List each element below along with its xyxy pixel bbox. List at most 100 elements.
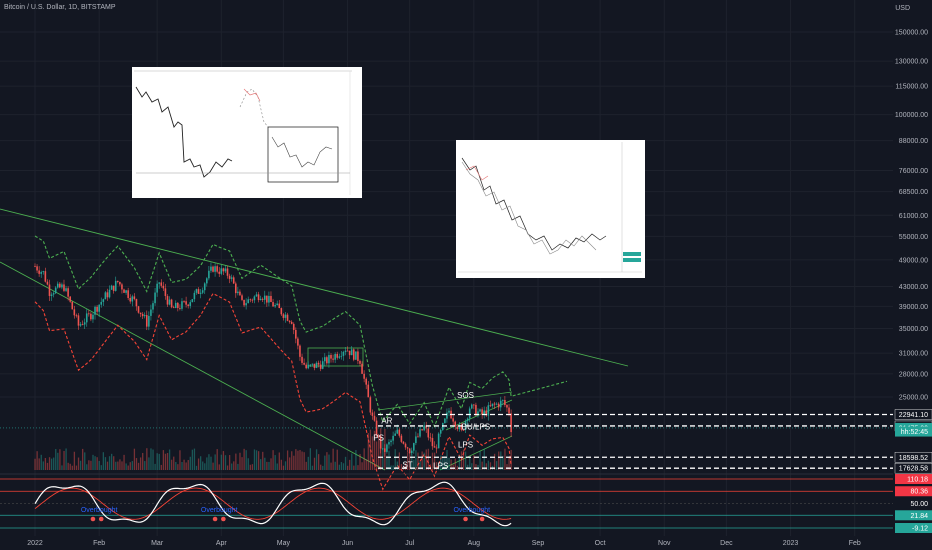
- candle-body: [290, 321, 293, 324]
- volume-bar: [251, 464, 254, 470]
- candle-body: [487, 405, 490, 416]
- candle-body: [193, 292, 196, 300]
- candle-body: [251, 299, 254, 301]
- volume-bar: [65, 448, 67, 470]
- candle-body: [506, 405, 508, 408]
- candle-body: [259, 298, 262, 301]
- volume-bar: [55, 449, 57, 470]
- volume-bar: [400, 464, 403, 470]
- volume-bar: [477, 464, 479, 470]
- x-tick-label: Dec: [720, 540, 733, 547]
- candle-body: [79, 324, 82, 326]
- volume-bar: [299, 449, 301, 470]
- price-tick-label: 150000.00: [895, 30, 928, 37]
- candle-body: [460, 424, 463, 430]
- candle-body: [365, 378, 367, 385]
- candle-body: [40, 272, 43, 274]
- volume-bar: [102, 452, 105, 470]
- volume-bar: [125, 463, 127, 470]
- volume-bar: [454, 458, 456, 470]
- volume-bar: [264, 457, 266, 470]
- candle-body: [319, 364, 322, 369]
- candle-body: [415, 436, 417, 444]
- wyckoff-annotation: AR: [381, 417, 392, 426]
- candle-body: [174, 302, 177, 309]
- candle-body: [65, 288, 67, 291]
- volume-bar: [342, 463, 345, 470]
- candle-body: [170, 299, 173, 308]
- candle-body: [340, 355, 343, 357]
- volume-bar: [276, 463, 278, 470]
- candle-body: [313, 363, 316, 368]
- candle-body: [63, 284, 65, 291]
- x-tick-label: Apr: [216, 540, 228, 547]
- volume-bar: [357, 465, 359, 470]
- candle-body: [100, 301, 103, 305]
- candle-body: [203, 283, 206, 291]
- volume-bar: [50, 458, 53, 470]
- candle-body: [38, 270, 40, 274]
- candle-body: [162, 285, 165, 289]
- volume-bar: [413, 459, 415, 470]
- volume-bar: [346, 465, 349, 470]
- volume-bar: [168, 449, 171, 470]
- candle-body: [437, 433, 440, 449]
- volume-bar: [164, 453, 167, 470]
- volume-bar: [313, 457, 316, 470]
- candle-body: [493, 403, 496, 405]
- candle-body: [342, 351, 345, 356]
- price-label: 22941.10: [899, 412, 928, 419]
- candle-body: [462, 429, 465, 431]
- candle-body: [77, 315, 80, 326]
- candle-body: [135, 299, 138, 307]
- candle-body: [75, 315, 78, 317]
- candle-body: [181, 301, 183, 309]
- overbought-label: Overbought: [201, 507, 238, 514]
- inset-chart-2: [456, 140, 645, 278]
- volume-bar: [270, 458, 272, 470]
- price-tick-label: 35000.00: [899, 326, 928, 333]
- volume-bar: [392, 465, 394, 470]
- volume-bar: [98, 460, 100, 470]
- volume-bar: [218, 464, 220, 470]
- volume-bar: [202, 461, 204, 470]
- osc-label: 80.36: [910, 489, 928, 496]
- price-tick-label: 68500.00: [899, 189, 928, 196]
- candle-body: [266, 295, 268, 303]
- volume-bar: [355, 450, 357, 470]
- candle-body: [148, 315, 150, 327]
- volume-bar: [369, 429, 372, 470]
- volume-bar: [135, 458, 138, 470]
- candle-body: [69, 296, 71, 302]
- downtrend-line-lower: [0, 261, 386, 471]
- candle-body: [127, 290, 129, 298]
- volume-bar: [433, 452, 436, 470]
- volume-bar: [133, 448, 136, 470]
- volume-bar: [181, 461, 183, 470]
- price-label-bg: [894, 462, 932, 474]
- price-label: hh:52:45: [901, 429, 928, 436]
- candle-body: [473, 404, 475, 406]
- volume-bar: [305, 461, 307, 470]
- volume-bar: [334, 461, 336, 470]
- inset-image-1: [132, 67, 362, 198]
- volume-bar: [59, 449, 61, 470]
- volume-bar: [508, 457, 510, 470]
- volume-bar: [404, 462, 407, 470]
- volume-bar: [129, 462, 131, 470]
- volume-bar: [183, 459, 185, 470]
- candle-body: [141, 313, 144, 317]
- volume-bar: [289, 457, 291, 470]
- volume-bar: [444, 456, 446, 470]
- candle-body: [168, 299, 171, 305]
- wyckoff-annotation: LPS: [433, 461, 448, 470]
- candle-body: [286, 314, 289, 321]
- volume-bar: [464, 451, 467, 470]
- osc-label-bg: [895, 498, 932, 509]
- volume-bar: [175, 461, 177, 470]
- volume-bar: [375, 441, 378, 470]
- candle-body: [177, 302, 179, 308]
- volume-bar: [94, 456, 96, 470]
- volume-bar: [228, 455, 231, 470]
- volume-bar: [363, 448, 365, 470]
